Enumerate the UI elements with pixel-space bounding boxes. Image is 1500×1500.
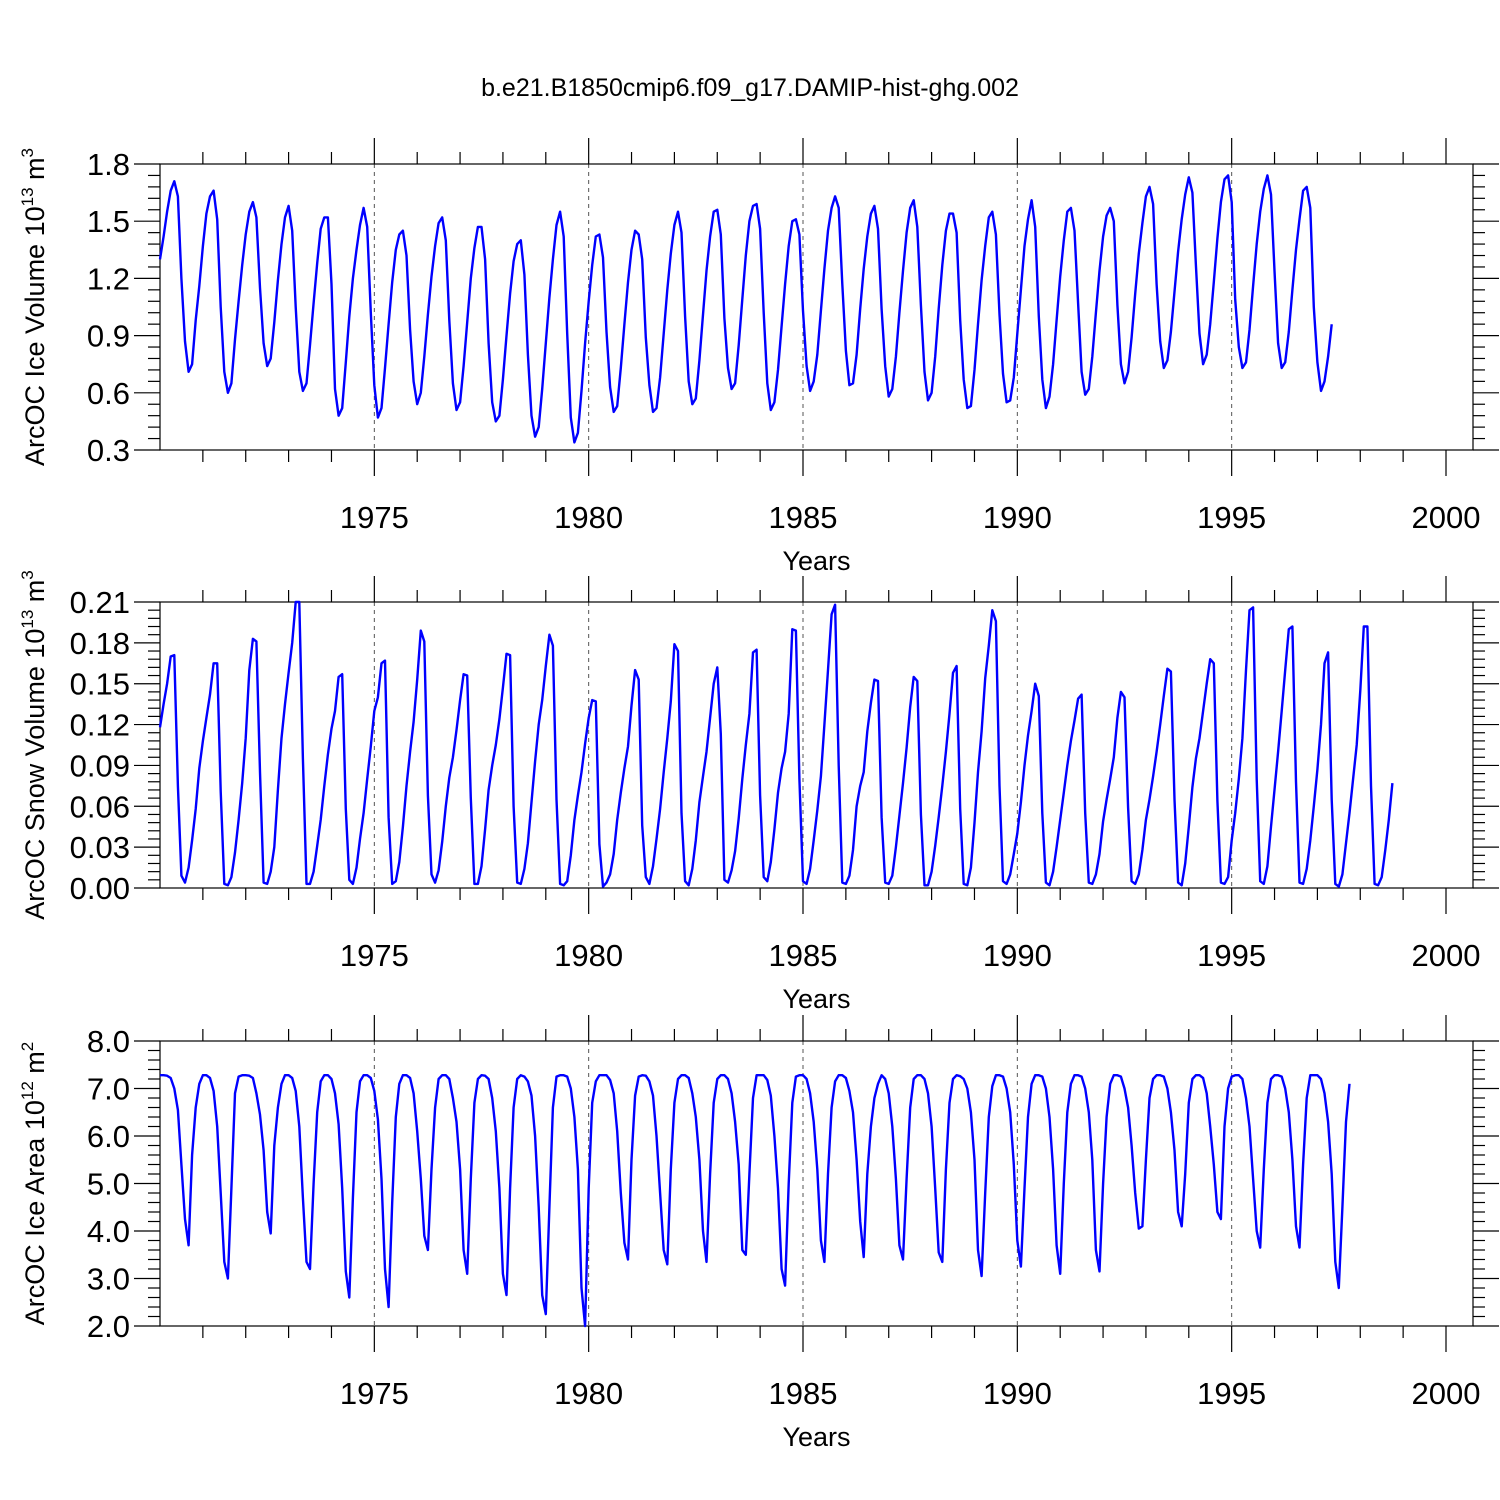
y-tick-label: 1.2 [87,261,130,296]
y-tick-label: 4.0 [87,1214,130,1249]
plot-frame [159,601,1474,889]
chart-title: b.e21.B1850cmip6.f09_g17.DAMIP-hist-ghg.… [481,74,1019,102]
x-tick-label: 1985 [769,1376,838,1411]
y-tick-label: 6.0 [87,1119,130,1154]
y-tick-label: 1.5 [87,204,130,239]
x-tick-label: 1985 [769,500,838,535]
x-axis-title: Years [782,546,850,576]
y-tick-label: 7.0 [87,1072,130,1107]
y-tick-label: 0.3 [87,433,130,468]
x-tick-label: 1975 [340,938,409,973]
x-tick-label: 2000 [1412,1376,1481,1411]
y-tick-label: 1.8 [87,147,130,182]
panel-ice-volume: 0.3 0.6 0.9 1.2 1.5 1.8 1975 1980 1985 1990 1995 20… [18,138,1499,576]
series-line-snow-volume [158,600,1394,888]
x-tick-label: 1995 [1197,1376,1266,1411]
y-tick-label: 0.09 [70,748,130,783]
x-tick-label: 1990 [983,1376,1052,1411]
plot-frame [159,1040,1474,1327]
y-tick-label: 0.6 [87,376,130,411]
panel-ice-area: 2.0 3.0 4.0 5.0 6.0 7.0 8.0 1975 1980 1985 1990 199… [18,1015,1499,1452]
x-tick-label: 1995 [1197,500,1266,535]
y-axis-title: ArcOC Ice Area 1012 m2 [18,1042,50,1326]
y-axis-title: ArcOC Ice Volume 1013 m3 [18,148,50,466]
x-tick-label: 2000 [1412,938,1481,973]
y-tick-label: 0.00 [70,871,130,906]
y-tick-label: 0.03 [70,830,130,865]
y-tick-label: 0.12 [70,708,130,743]
y-tick-label: 8.0 [87,1024,130,1059]
x-tick-label: 1995 [1197,938,1266,973]
x-axis-title: Years [782,984,850,1014]
x-tick-label: 1975 [340,500,409,535]
x-tick-label: 1980 [554,500,623,535]
x-tick-label: 1980 [554,1376,623,1411]
y-tick-label: 0.06 [70,789,130,824]
y-tick-label: 3.0 [87,1262,130,1297]
y-axis-title: ArcOC Snow Volume 1013 m3 [18,570,50,920]
x-tick-label: 1985 [769,938,838,973]
x-tick-label: 2000 [1412,500,1481,535]
panels: 0.3 0.6 0.9 1.2 1.5 1.8 1975 1980 1985 1990 1995 20… [18,138,1499,1452]
x-tick-label: 1975 [340,1376,409,1411]
y-tick-label: 2.0 [87,1309,130,1344]
plot-frame [159,163,1474,451]
y-tick-label: 0.15 [70,667,130,702]
x-tick-label: 1980 [554,938,623,973]
series-line-ice-area [160,1073,1351,1328]
y-tick-label: 0.9 [87,319,130,354]
x-tick-label: 1990 [983,938,1052,973]
x-tick-label: 1990 [983,500,1052,535]
y-tick-label: 0.18 [70,626,130,661]
series-line-ice-volume [158,174,1333,444]
x-axis-title: Years [782,1422,850,1452]
y-tick-label: 5.0 [87,1167,130,1202]
y-tick-label: 0.21 [70,585,130,620]
panel-snow-volume: 0.00 0.03 0.06 0.09 0.12 0.15 0.18 0.21 1975 1980… [18,570,1499,1014]
